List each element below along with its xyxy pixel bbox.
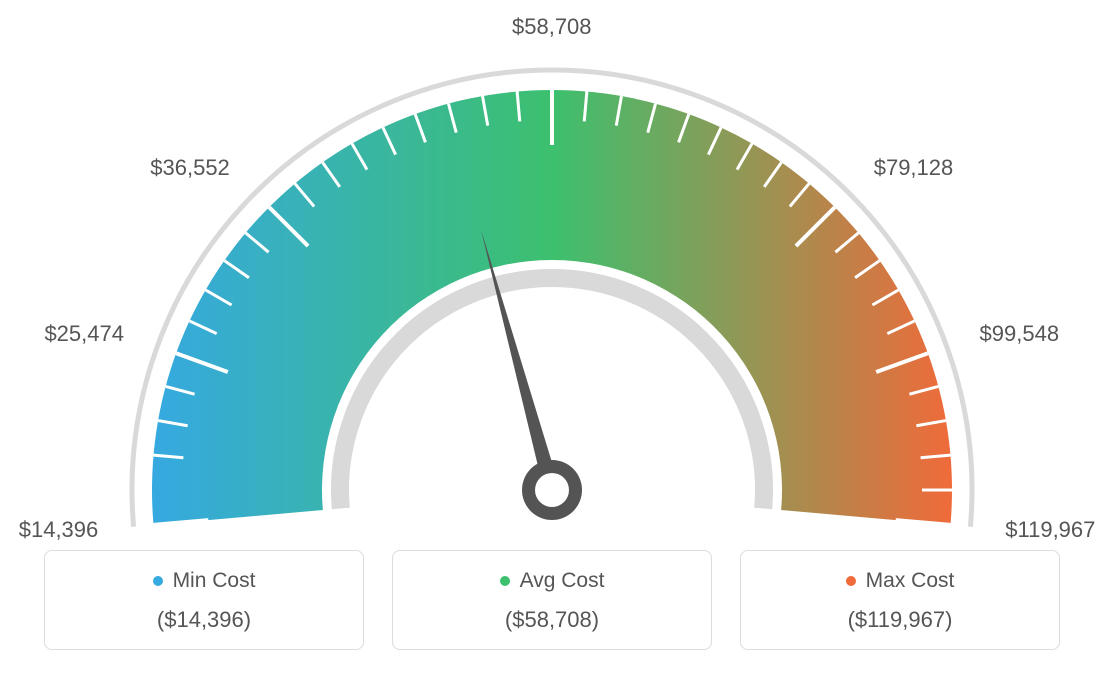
max-cost-label: Max Cost	[866, 569, 955, 593]
min-cost-label: Min Cost	[173, 569, 256, 593]
gauge-tick-label: $25,474	[44, 321, 124, 347]
gauge-tick-label: $36,552	[150, 155, 230, 181]
gauge-tick-label: $14,396	[19, 517, 99, 543]
max-dot-icon	[846, 576, 856, 586]
gauge-svg	[20, 20, 1084, 540]
max-cost-title: Max Cost	[846, 569, 955, 593]
avg-cost-card: Avg Cost ($58,708)	[392, 550, 712, 650]
min-cost-value: ($14,396)	[45, 607, 363, 633]
min-cost-title: Min Cost	[153, 569, 256, 593]
gauge-tick-label: $79,128	[874, 155, 954, 181]
gauge-tick-label: $119,967	[1005, 517, 1095, 543]
gauge-tick-label: $99,548	[980, 321, 1060, 347]
max-cost-value: ($119,967)	[741, 607, 1059, 633]
max-cost-card: Max Cost ($119,967)	[740, 550, 1060, 650]
gauge-tick-label: $58,708	[512, 14, 592, 40]
avg-cost-label: Avg Cost	[520, 569, 605, 593]
gauge-chart: $14,396$25,474$36,552$58,708$79,128$99,5…	[20, 20, 1084, 540]
avg-cost-title: Avg Cost	[500, 569, 605, 593]
min-dot-icon	[153, 576, 163, 586]
avg-cost-value: ($58,708)	[393, 607, 711, 633]
avg-dot-icon	[500, 576, 510, 586]
min-cost-card: Min Cost ($14,396)	[44, 550, 364, 650]
summary-cards: Min Cost ($14,396) Avg Cost ($58,708) Ma…	[20, 550, 1084, 650]
